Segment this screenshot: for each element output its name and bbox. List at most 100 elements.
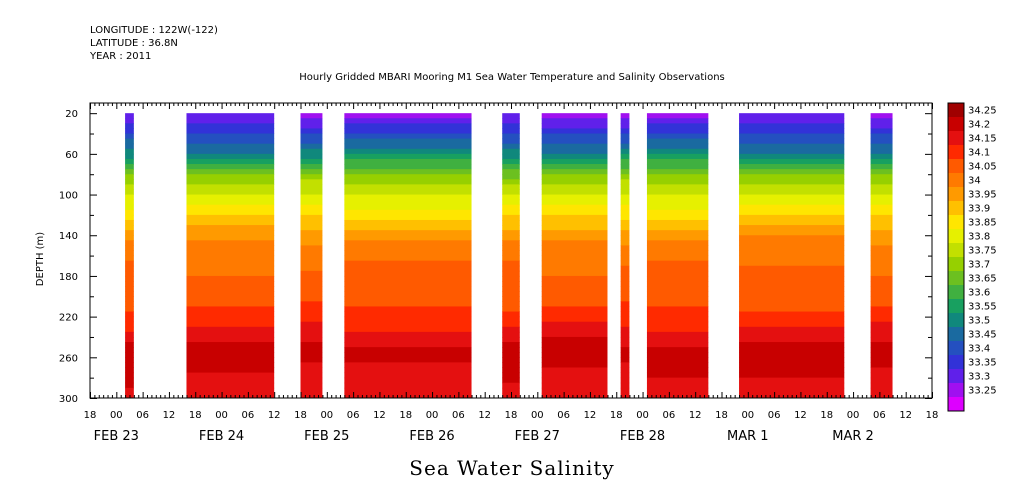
salinity-band	[870, 219, 893, 226]
salinity-band	[620, 387, 630, 394]
salinity-band	[502, 331, 520, 338]
salinity-band	[125, 219, 134, 226]
salinity-band	[186, 281, 275, 287]
salinity-band	[186, 113, 275, 119]
salinity-band	[344, 204, 472, 211]
salinity-band	[739, 164, 845, 170]
salinity-band	[541, 169, 608, 175]
salinity-band	[502, 184, 520, 190]
salinity-band	[125, 204, 134, 211]
salinity-band	[870, 250, 893, 257]
salinity-band	[739, 225, 845, 231]
salinity-band	[870, 382, 893, 389]
salinity-band	[646, 179, 709, 185]
x-tick-label: 06	[873, 410, 886, 421]
salinity-band	[186, 204, 275, 211]
x-tick-label: 00	[215, 410, 228, 421]
salinity-band	[541, 148, 608, 155]
salinity-band	[502, 352, 520, 358]
salinity-band	[739, 118, 845, 124]
salinity-band	[300, 153, 323, 160]
colorbar-frame	[947, 102, 965, 412]
salinity-band	[186, 118, 275, 124]
salinity-band	[344, 286, 472, 292]
salinity-band	[125, 179, 134, 185]
salinity-band	[620, 225, 630, 231]
salinity-band	[300, 281, 323, 287]
salinity-band	[300, 306, 323, 313]
salinity-band	[739, 265, 845, 272]
salinity-band	[125, 138, 134, 145]
salinity-band	[300, 392, 323, 399]
salinity-band	[300, 169, 323, 175]
salinity-band	[541, 301, 608, 307]
salinity-band	[620, 260, 630, 267]
x-tick-label: 00	[847, 410, 860, 421]
salinity-band	[739, 377, 845, 384]
salinity-band	[646, 158, 709, 165]
salinity-band	[502, 204, 520, 211]
colorbar-swatch	[948, 173, 964, 187]
salinity-band	[125, 382, 134, 389]
salinity-band	[344, 301, 472, 307]
salinity-band	[344, 321, 472, 328]
salinity-band	[125, 367, 134, 374]
salinity-band	[125, 158, 134, 165]
salinity-band	[186, 331, 275, 338]
salinity-band	[620, 367, 630, 374]
salinity-band	[646, 174, 709, 180]
salinity-band	[646, 123, 709, 129]
salinity-band	[646, 113, 709, 119]
salinity-band	[541, 321, 608, 328]
salinity-band	[344, 326, 472, 333]
salinity-band	[541, 286, 608, 292]
salinity-band	[344, 331, 472, 338]
salinity-band	[300, 184, 323, 190]
x-tick-label: 18	[820, 410, 833, 421]
salinity-band	[620, 275, 630, 282]
salinity-band	[646, 219, 709, 226]
y-tick-label: 20	[65, 109, 78, 120]
salinity-band	[870, 265, 893, 272]
salinity-band	[870, 128, 893, 135]
salinity-band	[300, 316, 323, 323]
salinity-band	[502, 367, 520, 374]
salinity-band	[344, 133, 472, 140]
salinity-band	[541, 128, 608, 135]
colorbar-swatch	[948, 369, 964, 383]
salinity-band	[125, 301, 134, 307]
data-segment	[620, 113, 630, 399]
salinity-band	[125, 275, 134, 282]
salinity-band	[620, 321, 630, 328]
x-date-label: FEB 23	[94, 429, 139, 444]
salinity-band	[125, 113, 134, 119]
data-segment	[186, 113, 275, 399]
salinity-band	[620, 331, 630, 338]
salinity-band	[502, 143, 520, 150]
salinity-band	[502, 291, 520, 297]
colorbar-label: 33.3	[968, 372, 990, 383]
salinity-band	[344, 347, 472, 353]
salinity-band	[502, 357, 520, 363]
salinity-band	[186, 296, 275, 302]
salinity-band	[186, 255, 275, 262]
salinity-band	[186, 321, 275, 328]
x-tick-label: 00	[636, 410, 649, 421]
salinity-band	[541, 291, 608, 297]
salinity-band	[125, 316, 134, 323]
salinity-band	[186, 153, 275, 160]
colorbar-label: 34.05	[968, 162, 997, 173]
x-tick-label: 12	[373, 410, 386, 421]
salinity-band	[739, 174, 845, 180]
salinity-band	[870, 342, 893, 348]
salinity-band	[541, 347, 608, 353]
salinity-band	[186, 352, 275, 358]
salinity-band	[125, 153, 134, 160]
salinity-band	[125, 281, 134, 287]
y-tick-label: 140	[59, 231, 78, 242]
salinity-band	[125, 331, 134, 338]
salinity-band	[739, 245, 845, 251]
salinity-band	[502, 153, 520, 160]
salinity-band	[300, 235, 323, 241]
salinity-band	[344, 367, 472, 374]
